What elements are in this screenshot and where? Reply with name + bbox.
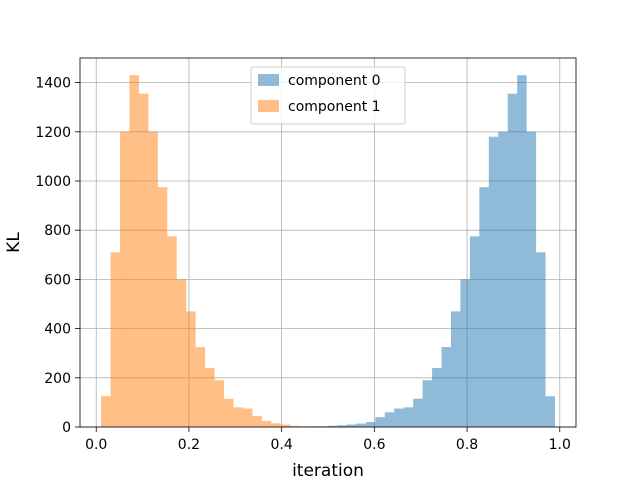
bar-component-0-bin-30: [384, 412, 395, 427]
bar-component-0-bin-34: [422, 380, 433, 427]
bar-component-0-bin-37: [450, 311, 461, 427]
bar-component-0-bin-42: [498, 131, 508, 428]
axis-ticks: 0.0 0.2 0.4 0.6 0.8 1.0 0 200 400 600 800 1000 1200 1…: [35, 76, 571, 453]
legend-box: [250, 66, 406, 125]
bar-component-1-bin-6: [157, 187, 168, 427]
x-tick-label: 0.4: [271, 437, 293, 453]
bar-component-0-bin-45: [526, 131, 537, 428]
bar-component-0-bin-27: [356, 423, 366, 427]
bar-component-1-bin-4: [138, 93, 149, 428]
histogram-bars: [101, 75, 556, 428]
bar-component-0-bin-46: [536, 252, 546, 427]
y-tick-label: 1000: [35, 174, 71, 190]
legend-swatch-component-1: [258, 100, 279, 112]
y-axis-label: KL: [4, 232, 24, 253]
bar-component-1-bin-18: [271, 423, 281, 427]
bar-component-0-bin-36: [441, 347, 451, 427]
bar-component-0-bin-40: [479, 187, 489, 427]
x-tick-label: 0.6: [363, 437, 385, 453]
bar-component-1-bin-13: [224, 398, 234, 427]
bar-component-1-bin-15: [242, 408, 253, 427]
legend-label-component-1: component 1: [288, 99, 381, 115]
y-tick-label: 600: [44, 272, 71, 288]
y-tick-label: 1200: [35, 125, 71, 141]
bar-component-1-bin-8: [176, 279, 187, 427]
bar-component-1-bin-3: [129, 75, 139, 427]
bar-component-0-bin-32: [403, 407, 414, 427]
bar-component-0-bin-41: [488, 136, 499, 427]
y-tick-label: 800: [44, 223, 71, 239]
bar-component-0-bin-31: [394, 408, 404, 427]
bar-component-0-bin-39: [469, 236, 480, 427]
bar-component-1-bin-19: [280, 424, 291, 427]
x-tick-label: 0.8: [456, 437, 478, 453]
legend-label-component-0: component 0: [288, 73, 381, 89]
x-axis-label: iteration: [292, 461, 364, 480]
bar-component-0-bin-25: [337, 425, 347, 427]
bar-component-1-bin-20: [290, 425, 300, 427]
bar-component-0-bin-44: [517, 75, 527, 427]
bar-component-1-bin-11: [205, 367, 215, 427]
bar-component-0-bin-28: [365, 422, 376, 427]
y-tick-label: 200: [44, 371, 71, 387]
bar-component-1-bin-0: [101, 396, 111, 427]
bar-component-0-bin-26: [346, 424, 357, 427]
bar-component-0-bin-35: [432, 367, 442, 427]
bar-component-1-bin-17: [261, 420, 272, 427]
y-tick-label: 1400: [35, 76, 71, 92]
x-tick-label: 1.0: [549, 437, 571, 453]
bar-component-1-bin-1: [110, 252, 121, 427]
bar-component-1-bin-5: [148, 131, 158, 428]
bar-component-1-bin-12: [214, 380, 225, 427]
y-tick-label: 400: [44, 322, 71, 338]
bar-component-1-bin-10: [195, 347, 206, 427]
bar-component-0-bin-47: [545, 396, 556, 427]
plot-frame: [79, 57, 577, 428]
legend-swatch-component-0: [258, 74, 279, 86]
bar-component-0-bin-43: [507, 93, 518, 428]
bar-component-1-bin-2: [120, 131, 130, 428]
bar-component-0-bin-33: [413, 398, 423, 427]
bar-component-0-bin-29: [375, 417, 385, 427]
bar-component-1-bin-9: [186, 311, 196, 427]
bar-component-0-bin-38: [460, 279, 470, 427]
x-tick-label: 0.0: [85, 437, 107, 453]
legend: component 0 component 1: [250, 66, 406, 125]
bar-component-1-bin-16: [252, 415, 262, 427]
bar-component-1-bin-14: [233, 407, 243, 427]
bar-component-1-bin-7: [167, 236, 177, 427]
y-tick-label: 0: [62, 420, 71, 436]
x-tick-label: 0.2: [178, 437, 200, 453]
bar-component-0-bin-24: [328, 425, 338, 427]
